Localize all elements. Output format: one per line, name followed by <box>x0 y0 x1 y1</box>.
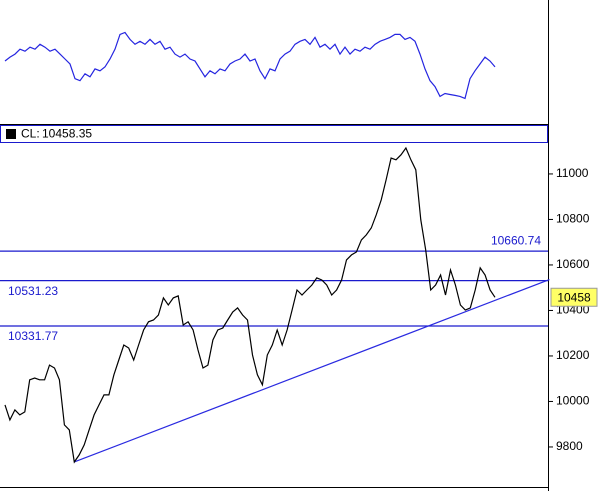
price-line <box>4 31 496 100</box>
price-line <box>4 146 496 464</box>
trend-line <box>74 278 550 463</box>
y-tick-label: 10000 <box>556 394 590 408</box>
y-tick-label: 10200 <box>556 348 590 362</box>
legend-value: 10458.35 <box>42 127 92 141</box>
level-label: 10331.77 <box>8 329 58 343</box>
last-price-box <box>550 287 598 307</box>
last-price-label: 10458 <box>557 290 591 304</box>
level-label: 10660.74 <box>491 233 541 247</box>
y-tick-label: 10800 <box>556 212 590 226</box>
legend-swatch <box>6 129 16 139</box>
y-tick-label: 9800 <box>556 439 583 453</box>
legend-band <box>0 125 548 143</box>
y-tick-label: 11000 <box>556 166 589 180</box>
legend-label: CL: <box>21 127 40 141</box>
y-tick-label: 10600 <box>556 257 590 271</box>
level-label: 10531.23 <box>8 284 58 298</box>
